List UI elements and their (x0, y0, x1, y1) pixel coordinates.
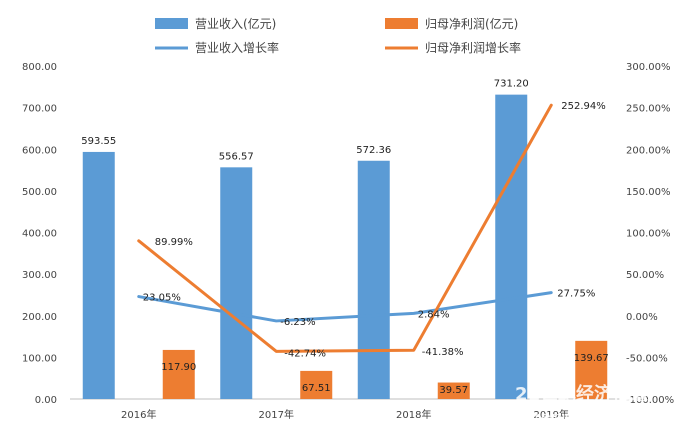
data-label-revenue-growth: -6.23% (280, 317, 315, 328)
data-label-net-profit-growth: 252.94% (561, 101, 606, 112)
x-tick-label: 2019年 (534, 408, 569, 421)
legend-swatch-bar (155, 18, 188, 29)
y-left-tick-label: 0.00 (35, 395, 57, 406)
y-right-tick-label: 100.00% (626, 229, 671, 240)
y-left-tick-label: 800.00 (22, 62, 57, 73)
data-label-net-profit: 67.51 (302, 383, 331, 394)
legend-label: 营业收入(亿元) (195, 16, 276, 31)
x-tick-label: 2017年 (259, 408, 294, 421)
data-label-revenue: 593.55 (81, 136, 116, 147)
y-left-tick-label: 400.00 (22, 229, 57, 240)
bar-revenue (495, 94, 528, 399)
data-label-net-profit: 39.57 (439, 385, 468, 396)
bar-revenue (220, 167, 253, 399)
bar-net-profit (437, 382, 470, 399)
y-right-tick-label: 0.00% (626, 312, 658, 323)
y-left-tick-label: 500.00 (22, 187, 57, 198)
y-right-tick-label: 250.00% (626, 104, 671, 115)
bar-revenue (357, 160, 390, 399)
y-right-tick-label: -50.00% (626, 353, 668, 364)
data-label-net-profit-growth: 89.99% (155, 237, 193, 248)
y-right-tick-label: 50.00% (626, 270, 664, 281)
y-right-tick-label: 200.00% (626, 145, 671, 156)
y-left-tick-label: 100.00 (22, 353, 57, 364)
data-label-revenue: 731.20 (494, 79, 529, 90)
bar-revenue (82, 151, 115, 399)
y-right-tick-label: 150.00% (626, 187, 671, 198)
bar-net-profit (162, 349, 195, 399)
data-label-revenue-growth: 2.84% (418, 309, 450, 320)
y-left-tick-label: 600.00 (22, 145, 57, 156)
legend-swatch-bar (385, 18, 418, 29)
legend-label: 营业收入增长率 (195, 40, 279, 55)
line-revenue-growth (137, 291, 553, 323)
watermark-text: 21世纪经济报道 (515, 383, 648, 405)
line-net-profit-growth (137, 103, 553, 353)
data-label-revenue: 572.36 (356, 145, 391, 156)
bar-net-profit (575, 340, 608, 399)
legend-label: 归母净利润增长率 (425, 40, 521, 55)
data-label-revenue-growth: 27.75% (557, 289, 595, 300)
x-tick-label: 2016年 (121, 408, 156, 421)
y-left-tick-label: 300.00 (22, 270, 57, 281)
x-tick-label: 2018年 (396, 408, 431, 421)
y-right-tick-label: -100.00% (626, 395, 674, 406)
data-label-net-profit-growth: -42.74% (284, 348, 326, 359)
data-label-net-profit: 117.90 (161, 362, 196, 373)
data-label-revenue-growth: 23.05% (143, 293, 181, 304)
watermark-subtext: 21ST CENTURY BUSINESS HERALD (510, 413, 663, 422)
data-label-revenue: 556.57 (219, 151, 254, 162)
y-right-tick-label: 300.00% (626, 62, 671, 73)
bar-net-profit (300, 370, 333, 399)
y-left-tick-label: 200.00 (22, 312, 57, 323)
data-label-net-profit: 139.67 (574, 353, 609, 364)
y-left-tick-label: 700.00 (22, 104, 57, 115)
data-label-net-profit-growth: -41.38% (422, 347, 464, 358)
legend-label: 归母净利润(亿元) (425, 16, 518, 31)
